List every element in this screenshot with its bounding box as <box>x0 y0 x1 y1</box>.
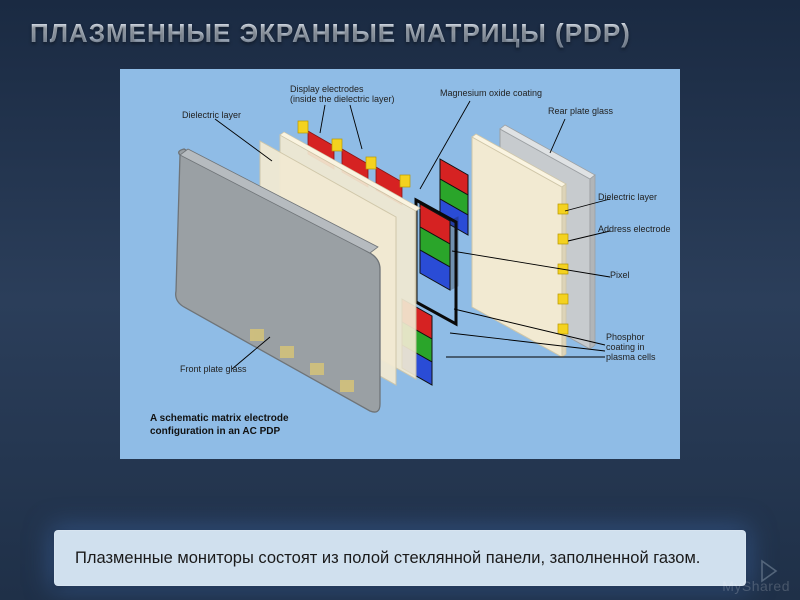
label-rear-plate: Rear plate glass <box>548 107 613 117</box>
slide-title: ПЛАЗМЕННЫЕ ЭКРАННЫЕ МАТРИЦЫ (PDP) <box>30 18 770 49</box>
label-mg-oxide: Magnesium oxide coating <box>440 89 542 99</box>
label-dielectric-right: Dielectric layer <box>598 193 657 203</box>
pdp-schematic <box>120 69 680 459</box>
slide-title-bar: ПЛАЗМЕННЫЕ ЭКРАННЫЕ МАТРИЦЫ (PDP) <box>0 0 800 59</box>
label-display-electrodes-2: (inside the dielectric layer) <box>290 95 395 105</box>
label-phosphor-3: plasma cells <box>606 353 656 363</box>
schematic-caption-1: A schematic matrix electrode <box>150 413 289 425</box>
label-address-electrode: Address electrode <box>598 225 671 235</box>
caption-box: Плазменные мониторы состоят из полой сте… <box>54 530 746 586</box>
diagram-container: Dielectric layer Display electrodes (ins… <box>120 69 680 459</box>
label-dielectric-left: Dielectric layer <box>182 111 241 121</box>
label-pixel: Pixel <box>610 271 630 281</box>
label-front-plate: Front plate glass <box>180 365 247 375</box>
schematic-caption-2: configuration in an AC PDP <box>150 426 280 438</box>
caption-text: Плазменные мониторы состоят из полой сте… <box>75 547 725 569</box>
watermark: MyShared <box>722 578 790 594</box>
